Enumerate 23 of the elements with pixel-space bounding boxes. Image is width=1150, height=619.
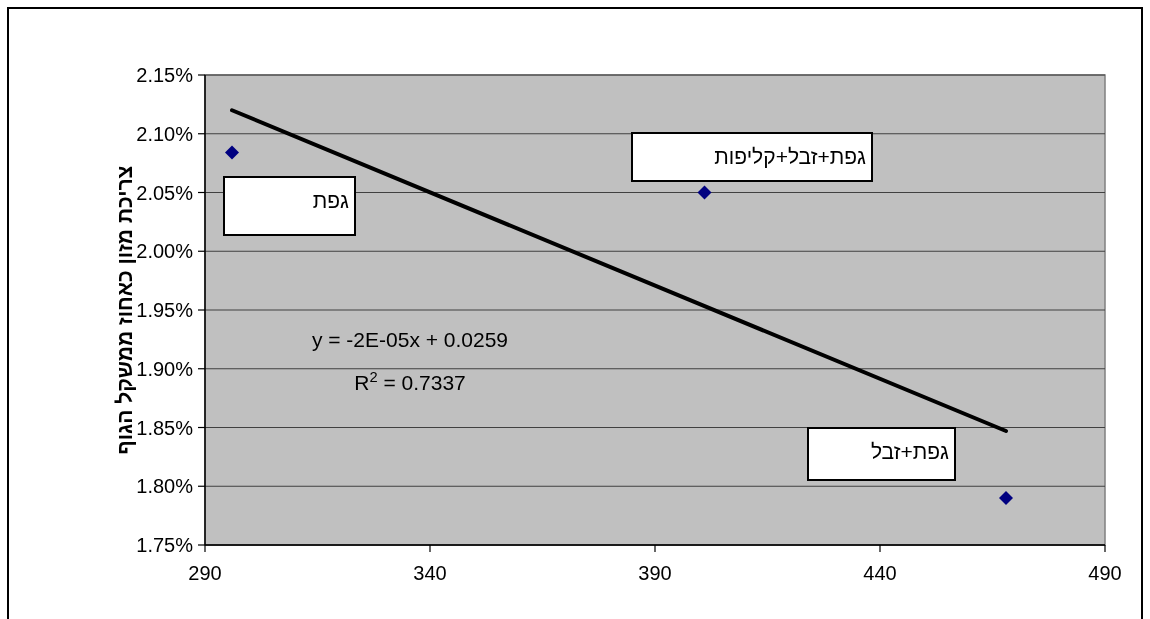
x-tick-label: 390 — [638, 562, 672, 584]
y-axis-title: צריכת מזון כאחוז ממשקל הגוף — [113, 165, 136, 455]
x-tick-label: 340 — [413, 562, 447, 584]
annotation: גפת+זבל+קליפות — [714, 145, 867, 168]
annotation: R$^{2}$ = 0.7337 — [354, 369, 466, 394]
annotation: גפת+זבל — [870, 440, 950, 463]
y-tick-label: 2.15% — [136, 64, 194, 86]
annotation: y = -2E-05x + 0.0259 — [311, 328, 509, 351]
point — [999, 491, 1013, 505]
y-tick-label: 1.80% — [136, 475, 194, 498]
point — [697, 185, 712, 200]
y-tick-label: 1.95% — [136, 299, 194, 321]
x-tick-label: 290 — [188, 562, 222, 584]
y-tick-label: 1.75% — [136, 534, 194, 556]
y-tick-label: 2.05% — [136, 181, 194, 204]
y-tick-label: 1.90% — [136, 357, 194, 380]
y-tick-label: 2.10% — [136, 122, 194, 145]
x-tick-label: 490 — [1088, 562, 1122, 584]
annotation: גפת — [312, 189, 350, 212]
x-tick-label: 440 — [863, 562, 897, 584]
y-tick-label: 2.00% — [136, 240, 194, 263]
y-tick-label: 1.85% — [136, 416, 194, 439]
point — [225, 145, 239, 160]
